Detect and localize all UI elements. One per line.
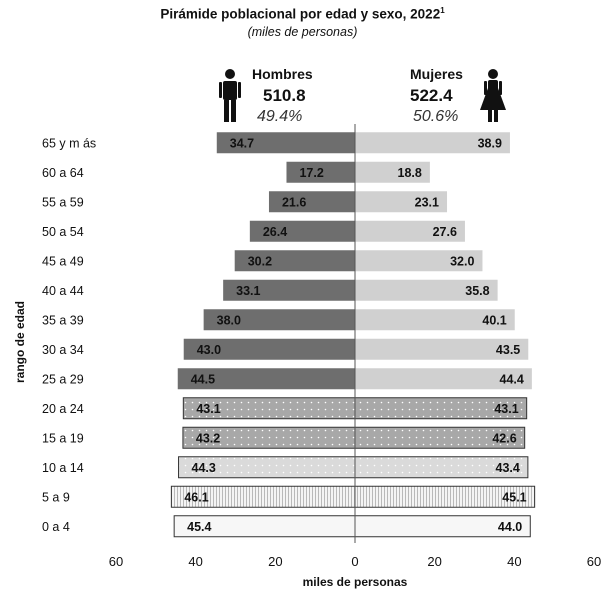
value-label-hombres-35-a-39: 38.0: [217, 313, 241, 327]
value-label-hombres-55-a-59: 21.6: [282, 195, 306, 209]
age-label-60-a-64: 60 a 64: [42, 166, 84, 180]
bar-mujeres-35-a-39: [355, 309, 515, 331]
value-label-mujeres-15-a-19: 42.6: [492, 431, 516, 445]
chart-title: Pirámide poblacional por edad y sexo, 20…: [160, 6, 445, 22]
value-label-hombres-15-a-19: 43.2: [196, 431, 220, 445]
x-axis: 60 40 20 0 20 40 60: [109, 554, 601, 569]
value-label-mujeres-45-a-49: 32.0: [450, 254, 474, 268]
age-label-0-a-4: 0 a 4: [42, 520, 70, 534]
value-label-mujeres-0-a-4: 44.0: [498, 520, 522, 534]
bar-hombres-65-y-ms: [216, 132, 355, 154]
women-label: Mujeres: [410, 66, 463, 82]
men-percent: 49.4%: [257, 108, 303, 125]
value-label-hombres-5-a-9: 46.1: [184, 490, 208, 504]
x-tick-label-2: 20: [268, 554, 282, 569]
x-tick-label-3: 0: [351, 554, 358, 569]
x-tick-label-0: 60: [109, 554, 123, 569]
age-label-55-a-59: 55 a 59: [42, 195, 84, 209]
y-axis-label: rango de edad: [13, 301, 27, 383]
bar-mujeres-40-a-44: [355, 279, 498, 301]
age-label-10-a-14: 10 a 14: [42, 461, 84, 475]
women-total: 522.4: [410, 86, 453, 105]
age-label-25-a-29: 25 a 29: [42, 372, 84, 386]
age-label-40-a-44: 40 a 44: [42, 284, 84, 298]
men-label: Hombres: [252, 66, 313, 82]
value-label-hombres-25-a-29: 44.5: [191, 372, 215, 386]
bar-mujeres-25-a-29: [355, 368, 532, 390]
value-label-mujeres-30-a-34: 43.5: [496, 343, 520, 357]
bar-hombres-50-a-54: [249, 220, 355, 242]
value-label-mujeres-35-a-39: 40.1: [482, 313, 506, 327]
bar-mujeres-30-a-34: [355, 338, 529, 360]
bars-layer: 34.7 38.9 17.2 18.8 21.6 23.1 26.4 27.6 30.2 32.0…: [170, 124, 536, 543]
age-label-65-y-ms: 65 y m ás: [42, 136, 96, 150]
age-label-30-a-34: 30 a 34: [42, 343, 84, 357]
women-percent: 50.6%: [413, 108, 459, 125]
bar-mujeres-60-a-64: [355, 161, 430, 183]
age-label-50-a-54: 50 a 54: [42, 225, 84, 239]
value-label-hombres-30-a-34: 43.0: [197, 343, 221, 357]
bar-hombres-30-a-34: [183, 338, 355, 360]
value-label-hombres-45-a-49: 30.2: [248, 254, 272, 268]
chart-subtitle: (miles de personas): [247, 25, 358, 39]
age-label-5-a-9: 5 a 9: [42, 490, 70, 504]
value-label-mujeres-60-a-64: 18.8: [398, 166, 422, 180]
x-tick-label-5: 40: [507, 554, 521, 569]
age-label-20-a-24: 20 a 24: [42, 402, 84, 416]
age-label-45-a-49: 45 a 49: [42, 254, 84, 268]
value-label-mujeres-20-a-24: 43.1: [494, 402, 518, 416]
value-label-mujeres-10-a-14: 43.4: [496, 461, 520, 475]
bar-mujeres-65-y-ms: [355, 132, 510, 154]
value-label-hombres-10-a-14: 44.3: [192, 461, 216, 475]
value-label-mujeres-50-a-54: 27.6: [433, 225, 457, 239]
bar-hombres-25-a-29: [177, 368, 355, 390]
value-label-hombres-40-a-44: 33.1: [236, 284, 260, 298]
bar-hombres-40-a-44: [223, 279, 355, 301]
bar-hombres-45-a-49: [234, 250, 355, 272]
age-label-15-a-19: 15 a 19: [42, 431, 84, 445]
value-label-mujeres-55-a-59: 23.1: [415, 195, 439, 209]
bar-hombres-55-a-59: [268, 191, 355, 213]
age-labels-layer: 65 y m ás 60 a 64 55 a 59 50 a 54 45 a 49 40 …: [42, 136, 96, 534]
woman-icon: [480, 69, 506, 122]
value-label-hombres-65-y-ms: 34.7: [230, 136, 254, 150]
value-label-mujeres-5-a-9: 45.1: [502, 490, 526, 504]
bar-mujeres-50-a-54: [355, 220, 465, 242]
x-tick-label-4: 20: [427, 554, 441, 569]
age-label-35-a-39: 35 a 39: [42, 313, 84, 327]
value-label-mujeres-65-y-ms: 38.9: [478, 136, 502, 150]
value-label-mujeres-25-a-29: 44.4: [500, 372, 524, 386]
men-total: 510.8: [263, 86, 306, 105]
bar-mujeres-45-a-49: [355, 250, 483, 272]
man-icon: [219, 69, 241, 122]
bar-hombres-60-a-64: [286, 161, 355, 183]
x-tick-label-1: 40: [188, 554, 202, 569]
value-label-hombres-60-a-64: 17.2: [299, 166, 323, 180]
bar-mujeres-55-a-59: [355, 191, 448, 213]
value-label-hombres-0-a-4: 45.4: [187, 520, 211, 534]
value-label-hombres-50-a-54: 26.4: [263, 225, 287, 239]
x-axis-label: miles de personas: [303, 575, 408, 589]
bar-hombres-35-a-39: [203, 309, 355, 331]
value-label-hombres-20-a-24: 43.1: [196, 402, 220, 416]
value-label-mujeres-40-a-44: 35.8: [465, 284, 489, 298]
x-tick-label-6: 60: [587, 554, 601, 569]
